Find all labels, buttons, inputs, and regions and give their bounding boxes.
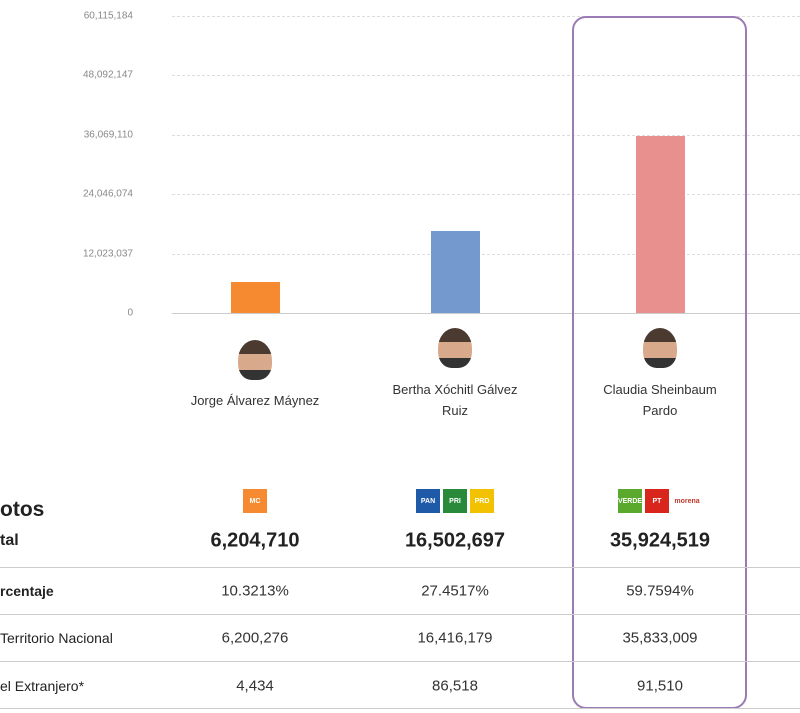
value-percent: 59.7594% xyxy=(626,582,694,600)
value-national: 6,200,276 xyxy=(221,629,289,647)
value-abroad: 86,518 xyxy=(432,677,478,695)
divider xyxy=(0,661,800,662)
gridline xyxy=(172,194,800,196)
divider xyxy=(0,708,800,709)
value-total: 6,204,710 xyxy=(210,529,300,552)
bar-2[interactable] xyxy=(636,135,685,313)
value-abroad: 4,434 xyxy=(236,677,274,695)
y-tick-label: 0 xyxy=(127,307,133,319)
y-tick-label: 48,092,147 xyxy=(82,69,133,81)
value-total: 35,924,519 xyxy=(609,529,711,552)
value-national: 35,833,009 xyxy=(622,629,698,647)
candidate-name: Bertha Xóchitl Gálvez Ruiz xyxy=(392,382,518,418)
y-tick-label: 36,069,110 xyxy=(83,129,133,141)
value-percent: 10.3213% xyxy=(221,582,289,600)
divider xyxy=(0,567,800,568)
y-tick-label: 24,046,074 xyxy=(82,188,133,200)
votes-heading: otos xyxy=(0,498,45,521)
divider xyxy=(0,614,800,615)
party-logo-icon: PRD xyxy=(470,489,494,513)
party-logo-icon: VERDE xyxy=(618,489,642,513)
gridline xyxy=(172,75,800,77)
value-percent: 27.4517% xyxy=(421,582,489,600)
value-abroad: 91,510 xyxy=(637,677,683,695)
candidate-photo xyxy=(643,328,677,368)
candidate-photo xyxy=(438,328,472,368)
bar-1[interactable] xyxy=(431,231,480,313)
party-logos: MC xyxy=(195,489,315,513)
party-logo-icon: PT xyxy=(645,489,669,513)
candidate-name: Jorge Álvarez Máynez xyxy=(190,393,320,408)
row-label-abroad: el Extranjero* xyxy=(0,678,85,694)
x-axis-line xyxy=(172,313,800,314)
party-logos: VERDE PT morena xyxy=(600,489,720,513)
y-tick-label: 12,023,037 xyxy=(82,248,133,260)
value-total: 16,502,697 xyxy=(404,529,506,552)
gridline xyxy=(172,16,800,17)
candidate-photo xyxy=(238,340,272,380)
row-label-national: Territorio Nacional xyxy=(0,630,113,646)
bar-0[interactable] xyxy=(231,282,280,313)
party-logo-icon: PAN xyxy=(416,489,440,513)
party-logo-icon: morena xyxy=(672,489,702,513)
candidate-2[interactable]: Claudia Sheinbaum Pardo xyxy=(590,328,730,421)
candidate-0[interactable]: Jorge Álvarez Máynez xyxy=(165,340,345,411)
party-logo-icon: PRI xyxy=(443,489,467,513)
row-label-total: tal xyxy=(0,532,19,549)
gridline xyxy=(172,134,800,136)
row-label-percent: rcentaje xyxy=(0,583,54,599)
party-logos: PAN PRI PRD xyxy=(395,489,515,513)
value-national: 16,416,179 xyxy=(417,629,493,647)
candidate-name: Claudia Sheinbaum Pardo xyxy=(603,382,717,418)
candidate-1[interactable]: Bertha Xóchitl Gálvez Ruiz xyxy=(380,328,530,421)
gridline xyxy=(172,253,800,255)
party-logo-icon: MC xyxy=(243,489,267,513)
y-tick-label: 60,115,184 xyxy=(83,10,133,22)
